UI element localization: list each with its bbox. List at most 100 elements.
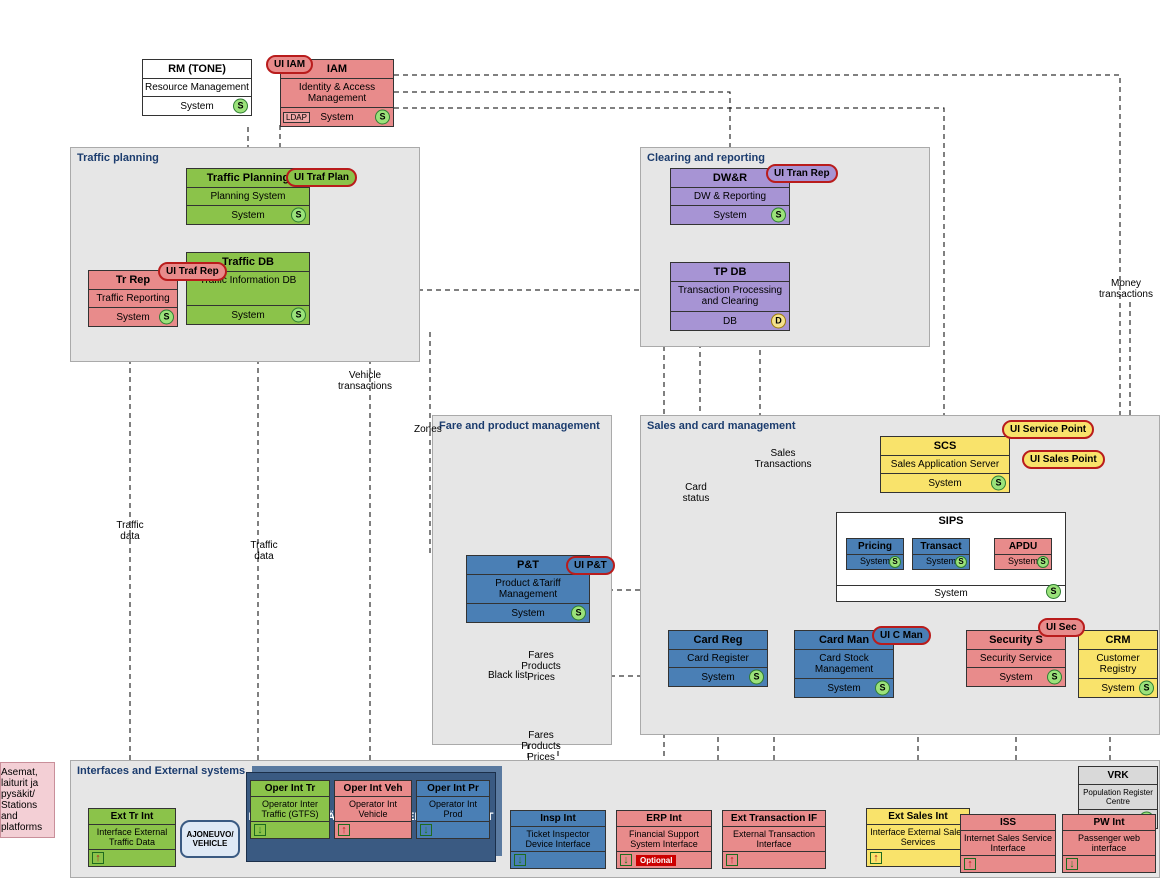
iface-foot: ↑ xyxy=(89,850,175,866)
node-apdu: APDU SystemS xyxy=(994,538,1052,570)
diagram-canvas: { "colors": { "group_bg": "#e6e6e6", "gr… xyxy=(0,0,1169,889)
system-badge: S xyxy=(1037,556,1049,568)
system-badge: S xyxy=(889,556,901,568)
node-foot: SystemS xyxy=(881,474,1009,492)
iface-ext-tr: Ext Tr Int Interface External Traffic Da… xyxy=(88,808,176,867)
side-note-stations: Asemat, laiturit ja pysäkit/ Stations an… xyxy=(0,762,55,838)
node-title: SIPS xyxy=(837,513,1065,529)
node-body: Sales Application Server xyxy=(881,456,1009,474)
node-body: Planning System xyxy=(187,188,309,206)
node-tp-db: TP DB Transaction Processing and Clearin… xyxy=(670,262,790,331)
node-foot: SystemS xyxy=(1079,679,1157,697)
arrow-down-icon: ↓ xyxy=(514,854,526,866)
node-transact: Transact SystemS xyxy=(912,538,970,570)
system-badge: S xyxy=(1047,670,1062,685)
pill-ui-tran-rep: UI Tran Rep xyxy=(766,164,838,183)
iface-body: Ticket Inspector Device Interface xyxy=(511,827,605,852)
iface-title: ISS xyxy=(961,815,1055,831)
iface-body: Financial Support System Interface xyxy=(617,827,711,852)
node-foot: SystemS xyxy=(467,604,589,622)
iface-title: Ext Sales Int xyxy=(867,809,969,825)
node-foot: SystemS xyxy=(187,306,309,324)
edge-label-zones: Zones xyxy=(414,424,442,435)
node-title: CRM xyxy=(1079,631,1157,650)
node-pricing: Pricing SystemS xyxy=(846,538,904,570)
iface-title: Oper Int Pr xyxy=(417,781,489,797)
pill-ui-sales-point: UI Sales Point xyxy=(1022,450,1105,469)
iface-body: Operator Inter Traffic (GTFS) xyxy=(251,797,329,822)
system-badge: S xyxy=(1046,584,1061,599)
edge-label-traffic-1: Traffic data xyxy=(110,520,150,542)
node-body: Security Service xyxy=(967,650,1065,668)
iface-ext-sales: Ext Sales Int Interface External Sales S… xyxy=(866,808,970,867)
iface-insp: Insp Int Ticket Inspector Device Interfa… xyxy=(510,810,606,869)
edge-label-sales-tx: Sales Transactions xyxy=(748,448,818,470)
pill-ui-sec: UI Sec xyxy=(1038,618,1085,637)
pill-ui-service-point: UI Service Point xyxy=(1002,420,1094,439)
arrow-down-icon: ↓ xyxy=(1066,858,1078,870)
pill-ui-iam: UI IAM xyxy=(266,55,313,74)
iface-oper-tr: Oper Int Tr Operator Inter Traffic (GTFS… xyxy=(250,780,330,839)
node-foot: SystemS xyxy=(143,97,251,115)
node-body: Population Register Centre xyxy=(1079,785,1157,810)
node-rm: RM (TONE) Resource Management SystemS xyxy=(142,59,252,116)
node-body: Customer Registry xyxy=(1079,650,1157,679)
iface-title: PW Int xyxy=(1063,815,1155,831)
arrow-up-icon: ↑ xyxy=(964,858,976,870)
node-title: RM (TONE) xyxy=(143,60,251,79)
node-body: Card Stock Management xyxy=(795,650,893,679)
system-badge: S xyxy=(375,110,390,125)
node-foot: LDAP SystemS xyxy=(281,108,393,126)
system-badge: S xyxy=(291,208,306,223)
vehicle-icon: AJONEUVO/ VEHICLE xyxy=(180,820,240,858)
group-title: Traffic planning xyxy=(77,152,159,164)
iface-title: Oper Int Tr xyxy=(251,781,329,797)
iface-erp: ERP Int Financial Support System Interfa… xyxy=(616,810,712,869)
group-title: Interfaces and External systems xyxy=(77,765,245,777)
arrow-up-icon: ↑ xyxy=(870,852,882,864)
iface-title: ERP Int xyxy=(617,811,711,827)
group-title: Fare and product management xyxy=(439,420,600,432)
edge-label-fares-2: Fares Products Prices xyxy=(516,730,566,763)
iface-title: Oper Int Veh xyxy=(335,781,411,797)
edge-label-blacklist: Black list xyxy=(488,670,527,681)
ldap-tag: LDAP xyxy=(283,112,310,123)
iface-body: Internet Sales Service Interface xyxy=(961,831,1055,856)
iface-foot: ↓ xyxy=(1063,856,1155,872)
system-badge: S xyxy=(159,310,174,325)
iface-body: Operator Int Prod xyxy=(417,797,489,822)
node-scs: SCS Sales Application Server SystemS xyxy=(880,436,1010,493)
iface-title: Ext Transaction IF xyxy=(723,811,825,827)
iface-oper-pr: Oper Int Pr Operator Int Prod ↓ xyxy=(416,780,490,839)
node-foot: DBD xyxy=(671,312,789,330)
node-foot: SystemS xyxy=(967,668,1065,686)
node-foot: SystemS xyxy=(795,679,893,697)
iface-body: Interface External Traffic Data xyxy=(89,825,175,850)
arrow-up-icon: ↑ xyxy=(92,852,104,864)
iface-ext-tx: Ext Transaction IF External Transaction … xyxy=(722,810,826,869)
system-badge: S xyxy=(955,556,967,568)
node-title: Card Reg xyxy=(669,631,767,650)
iface-foot: ↑ xyxy=(867,850,969,866)
node-security: Security S Security Service SystemS xyxy=(966,630,1066,687)
node-crm: CRM Customer Registry SystemS xyxy=(1078,630,1158,698)
iface-foot: ↑ xyxy=(335,822,411,838)
group-title: Sales and card management xyxy=(647,420,796,432)
node-foot: SystemS xyxy=(187,206,309,224)
node-foot: SystemS xyxy=(837,585,1065,601)
node-body: Traffic Reporting xyxy=(89,290,177,308)
edge-label-card-status: Card status xyxy=(676,482,716,504)
iface-title: Ext Tr Int xyxy=(89,809,175,825)
node-title: Transact xyxy=(913,539,969,555)
node-foot: SystemS xyxy=(89,308,177,326)
node-card-reg: Card Reg Card Register SystemS xyxy=(668,630,768,687)
edge-label-traffic-2: Traffic data xyxy=(244,540,284,562)
node-body: Product &Tariff Management xyxy=(467,575,589,604)
iface-body: External Transaction Interface xyxy=(723,827,825,852)
node-body: Resource Management xyxy=(143,79,251,97)
iface-body: Interface External Sales Services xyxy=(867,825,969,850)
node-title: TP DB xyxy=(671,263,789,282)
node-title: Pricing xyxy=(847,539,903,555)
node-foot: SystemS xyxy=(669,668,767,686)
pill-ui-traf-plan: UI Traf Plan xyxy=(286,168,357,187)
